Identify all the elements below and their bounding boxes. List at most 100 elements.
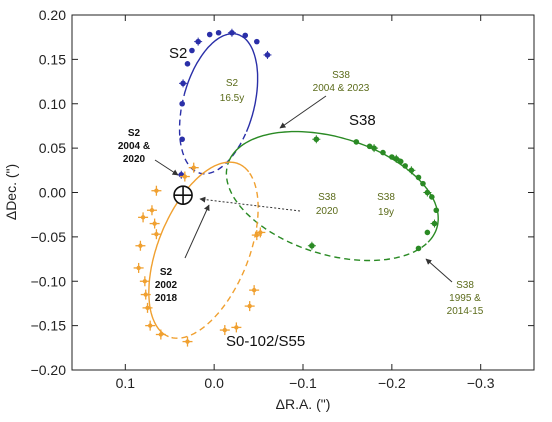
data-point-s38	[402, 163, 408, 169]
data-point-s55	[182, 336, 193, 347]
arrow-s2-left	[154, 159, 179, 176]
data-point-s38	[423, 188, 432, 197]
x-tick-label: −0.3	[467, 375, 495, 391]
s38-period-label-2: 19y	[378, 207, 394, 218]
s2-left-label-3: 2020	[123, 154, 146, 165]
s2-low-label-3: 2018	[155, 293, 178, 304]
data-point-s2	[184, 61, 191, 67]
data-point-s2	[263, 50, 272, 59]
y-axis-title: ΔDec. (")	[3, 164, 19, 220]
data-point-s2	[253, 38, 260, 45]
arrow-s2-low	[184, 204, 210, 259]
orbit-dashed-S0-102/S55	[168, 172, 259, 339]
data-point-s38	[415, 245, 422, 252]
data-point-s38	[433, 207, 440, 214]
data-point-s38	[424, 229, 431, 236]
s38-2020-label-1: S38	[318, 192, 336, 203]
data-point-s2	[179, 79, 188, 88]
data-point-s55	[155, 329, 166, 340]
data-point-s38	[415, 174, 422, 181]
data-point-s55	[140, 289, 151, 300]
s38-2020-label-2: 2020	[316, 206, 339, 217]
data-point-s55	[151, 185, 162, 196]
center-marker-icon	[173, 185, 193, 205]
data-point-s38	[420, 180, 426, 187]
s38-name-label: S38	[349, 112, 376, 129]
s2-period-label-2: 16.5y	[220, 93, 244, 104]
x-tick-label: −0.2	[378, 375, 406, 391]
y-tick-label: −0.10	[31, 273, 67, 289]
y-tick-label: 0.10	[39, 96, 66, 112]
y-tick-label: −0.20	[31, 362, 67, 378]
data-point-s38	[370, 144, 379, 153]
s38-bottom-label-3: 2014-15	[447, 306, 484, 317]
orbit-solid-S0-102/S55	[148, 161, 250, 338]
data-point-s55	[219, 325, 230, 336]
orbit-solid-S38	[227, 130, 439, 243]
x-tick-label: 0.0	[204, 375, 224, 391]
s2-name-label: S2	[169, 45, 187, 62]
data-point-s2	[194, 37, 203, 46]
s2-left-label-1: S2	[128, 128, 141, 139]
data-point-s38	[312, 135, 321, 144]
data-point-s38	[430, 219, 439, 228]
data-point-s55	[255, 227, 266, 238]
data-point-s38	[429, 194, 435, 200]
data-point-s38	[307, 241, 316, 250]
data-point-s55	[146, 205, 157, 216]
s2-low-label-2: 2002	[155, 280, 178, 291]
s38-bottom-label-2: 1995 &	[449, 293, 481, 304]
data-point-s55	[231, 322, 242, 333]
data-point-layer	[133, 28, 440, 347]
data-point-s55	[133, 262, 144, 273]
arrow-s38-bottom	[425, 258, 453, 283]
data-point-s2	[206, 31, 213, 38]
data-point-s38	[380, 149, 386, 156]
data-point-s55	[244, 301, 255, 312]
x-axis-title: ΔR.A. (")	[276, 396, 331, 412]
arrow-s38-2020	[199, 196, 301, 212]
data-point-s55	[135, 240, 146, 251]
s38-top-label-2: 2004 & 2023	[313, 83, 370, 94]
orbit-dashed-S38	[225, 163, 427, 262]
data-point-s55	[188, 162, 199, 173]
s55-name-label: S0-102/S55	[226, 333, 305, 350]
y-tick-label: −0.15	[31, 318, 67, 334]
data-point-s55	[179, 171, 190, 182]
s38-period-label-1: S38	[377, 192, 395, 203]
arrow-s38-top	[279, 95, 327, 129]
s2-left-label-2: 2004 &	[118, 141, 150, 152]
data-point-s2	[242, 32, 249, 39]
data-point-s55	[149, 218, 160, 229]
data-point-s38	[407, 166, 416, 175]
data-point-s55	[138, 212, 149, 223]
data-point-s38	[392, 154, 401, 163]
s2-low-label-1: S2	[160, 267, 173, 278]
data-point-s38	[353, 139, 360, 145]
orbit-dashed-S2	[178, 94, 247, 175]
data-point-s2	[179, 100, 185, 107]
orbit-solid-S2	[183, 33, 259, 132]
y-tick-label: −0.05	[31, 229, 67, 245]
data-point-s55	[142, 302, 153, 313]
tick-layer: 0.1 0.0 −0.1 −0.2 −0.3 0.20 0.15 0.10 0.05 0.00 −0…	[31, 7, 534, 391]
data-point-s2	[179, 136, 185, 143]
s38-top-label-1: S38	[332, 70, 350, 81]
data-point-s2	[227, 28, 236, 37]
data-point-s55	[139, 276, 150, 287]
x-tick-label: 0.1	[116, 375, 136, 391]
data-point-s55	[249, 285, 260, 296]
data-point-s55	[145, 320, 156, 331]
orbit-layer	[148, 33, 439, 339]
y-tick-label: 0.05	[39, 140, 66, 156]
data-point-s38	[397, 158, 404, 165]
s2-period-label-1: S2	[226, 78, 239, 89]
y-tick-label: 0.15	[39, 51, 66, 67]
x-tick-label: −0.1	[289, 375, 317, 391]
data-point-s2	[215, 29, 222, 36]
y-tick-label: 0.20	[39, 7, 66, 23]
y-tick-label: 0.00	[39, 185, 66, 201]
s38-bottom-label-1: S38	[456, 280, 474, 291]
data-point-s55	[151, 229, 162, 240]
